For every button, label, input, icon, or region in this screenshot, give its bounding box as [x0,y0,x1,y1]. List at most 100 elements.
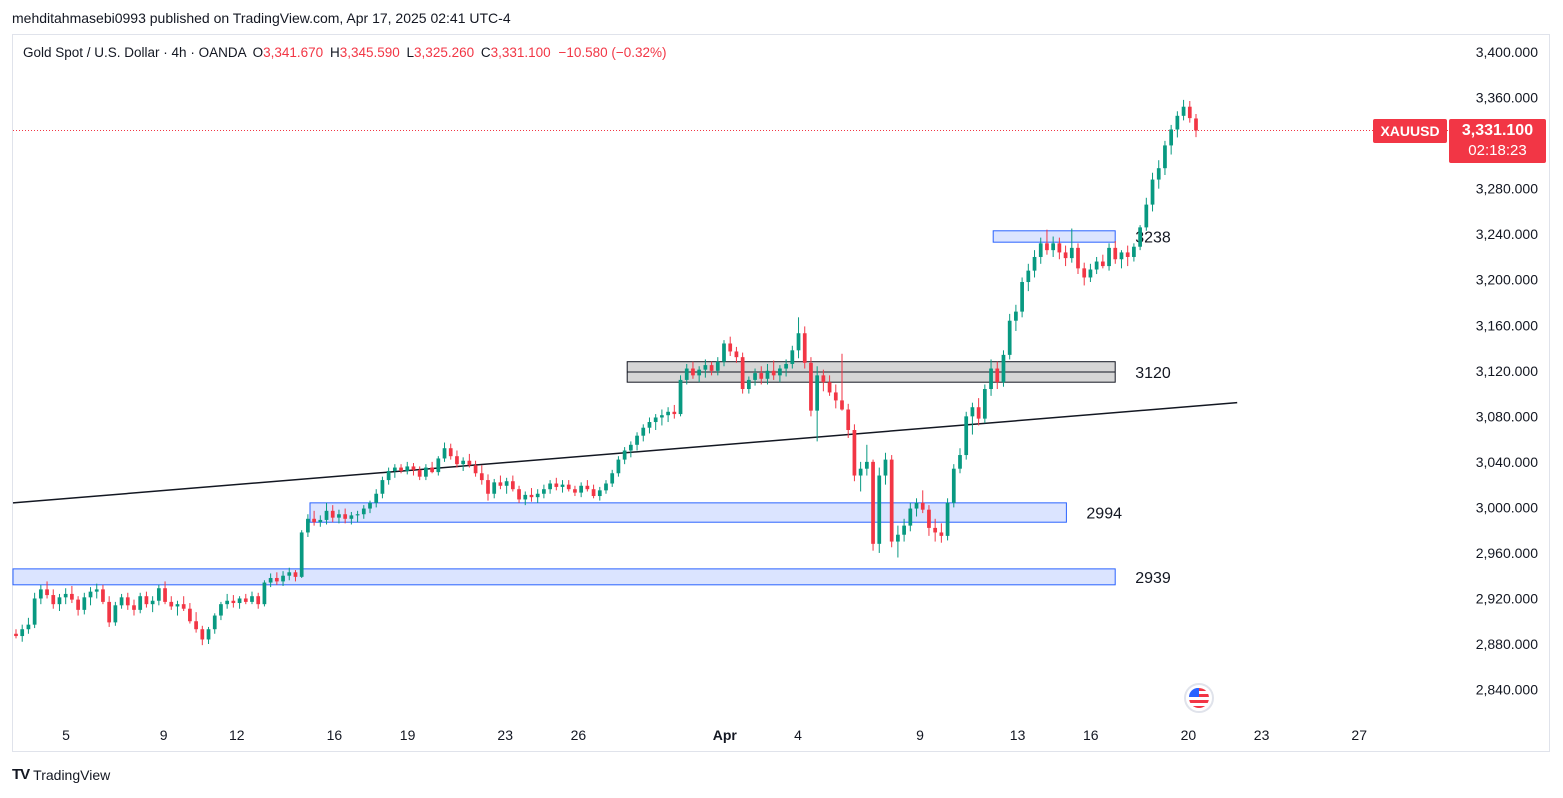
candle [585,480,590,492]
candle [535,489,540,503]
candle [864,444,869,476]
candle [542,484,546,499]
candle [684,363,689,385]
candle [970,402,975,435]
candle [840,353,844,411]
candle-body [1187,106,1192,119]
x-tick-label: 23 [497,727,513,743]
candle [306,514,310,538]
candle-body [852,430,857,476]
candle [896,525,900,558]
candle [573,485,577,497]
candle [703,359,708,378]
candle [697,366,702,383]
candle-body [386,470,391,481]
candle [1194,114,1198,138]
candle-body [498,482,503,486]
candle-body [293,572,298,577]
candle-body [759,373,764,379]
candle [361,505,366,519]
candle-body [548,483,552,490]
candle-body [163,588,167,602]
candle-body [908,508,913,526]
candle [691,361,695,379]
zone-label: 3238 [1135,229,1171,246]
candle-body [312,518,316,523]
candle-body [883,459,888,476]
candle [101,584,105,605]
candle [604,480,608,494]
last-price-value: 3,331.100 [1461,121,1534,139]
low-label: L [406,45,415,60]
candle [430,461,434,474]
candle-body [45,589,49,596]
candle-body [1100,261,1105,267]
candle [510,475,515,492]
candle [641,424,646,442]
candle-body [175,604,180,607]
candle-body [846,409,851,431]
change-value: −10.580 (−0.32%) [558,45,667,60]
candle-body [250,596,254,602]
candle-body [1051,243,1056,251]
bar-countdown: 02:18:23 [1468,141,1527,159]
candle-body [951,468,956,503]
us-flag-icon[interactable] [1184,683,1214,713]
candle [219,601,223,621]
candle [852,424,857,482]
high-label: H [329,45,340,60]
candle-body [784,363,788,369]
candle-body [392,467,397,471]
candle [647,417,652,434]
candle [666,407,670,423]
candle-body [181,604,186,609]
candle-body [1125,252,1130,257]
candle-body [256,596,261,605]
candle [715,357,720,376]
candle-body [840,400,844,410]
candle-body [1082,268,1087,278]
candle [262,580,267,607]
symbol-description[interactable]: Gold Spot / U.S. Dollar · 4h · OANDA [23,45,246,60]
candle [206,626,211,645]
candle [1045,229,1049,255]
candle-body [424,467,428,477]
candle [883,452,888,485]
candle [796,317,801,359]
candle [1181,99,1186,121]
candle-body [200,629,205,640]
candle-body [970,407,975,417]
candle-body [225,600,230,605]
candle-body [976,407,981,419]
candle-body [479,473,484,481]
candle [1107,243,1111,271]
candle-body [1150,179,1155,205]
candle [815,366,820,442]
candle-body [231,600,236,604]
candle [628,441,633,458]
candle [858,461,863,492]
candle [722,340,726,367]
candle-body [827,382,832,393]
candle-body [1045,243,1049,251]
candle [436,456,441,476]
zone-label: 3120 [1135,365,1171,382]
candle [1156,160,1161,189]
candle [660,409,664,426]
candle-body [616,459,621,474]
candle-body [678,379,683,415]
candle [1038,237,1043,264]
candle [827,375,832,396]
candle-body [467,460,472,466]
candle [1187,101,1192,123]
candle-body [1076,247,1080,269]
candle [1113,241,1118,264]
candle-body [1119,252,1124,260]
candle-body [318,519,323,523]
candle-body [125,597,130,606]
candle [914,498,919,517]
candle [1132,243,1136,262]
candle [318,515,323,527]
candle-body [821,375,826,383]
